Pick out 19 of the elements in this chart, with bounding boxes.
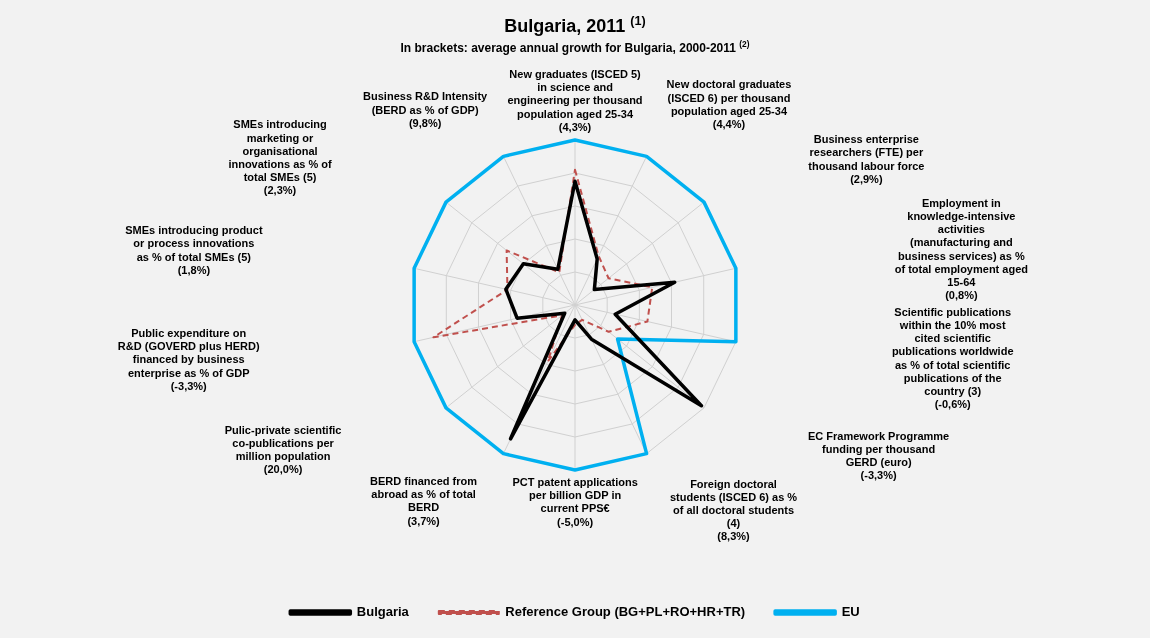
chart-title: Bulgaria, 2011 $^{(1)}$ (503, 14, 647, 37)
spoke-label: SMEs introducing marketing or organisational innovations as % of total SMEs (5) (2,3%) (228, 118, 332, 198)
legend-label: EU (841, 604, 860, 620)
spoke-label: Employment in knowledge-intensive activities (manufacturing and business services) as % of total employment aged 15-64 (0,8%) (894, 196, 1029, 303)
chart-subtitle: In brackets: average annual growth for Bulgaria, 2000-2011 $^{(2)}$ (399, 39, 751, 55)
spoke-label: Scientific publications within the 10% most cited scientific publications worldwide as % of total scientific publications of the country (3) (-0,6%) (891, 305, 1014, 412)
spoke-label: EC Framework Programme funding per thousand GERD (euro) (-3,3%) (808, 429, 950, 483)
spoke-label: BERD financed from abroad as % of total BERD (3,7%) (370, 474, 478, 528)
legend-label: Bulgaria (356, 604, 410, 620)
spoke-label: New graduates (ISCED 5) in science and engineering per thousand population aged 25-34 (4,3%) (507, 68, 643, 134)
legend-label: Reference Group (BG+PL+RO+HR+TR) (505, 604, 746, 620)
spoke-label: PCT patent applications per billion GDP in current PPS€ (-5,0%) (512, 476, 638, 529)
spoke-label: Foreign doctoral students (ISCED 6) as % of all doctoral students (4) (8,3%) (669, 477, 798, 544)
spoke-label: Pulic-private scientific co-publications per million population (20,0%) (224, 423, 342, 477)
spoke-label: SMEs introducing product or process innovations as % of total SMEs (5) (1,8%) (125, 224, 263, 277)
spoke-label: New doctoral graduates (ISCED 6) per thousand population aged 25-34 (4,4%) (666, 78, 792, 132)
spoke-label: Business enterprise researchers (FTE) per thousand labour force (2,9%) (808, 133, 925, 187)
spoke-label: Business R&D Intensity (BERD as % of GDP) (9,8%) (363, 90, 488, 131)
spoke-label: Public expenditure on R&D (GOVERD plus HERD) financed by business enterprise as % of GDP (-3,3%) (117, 327, 260, 394)
